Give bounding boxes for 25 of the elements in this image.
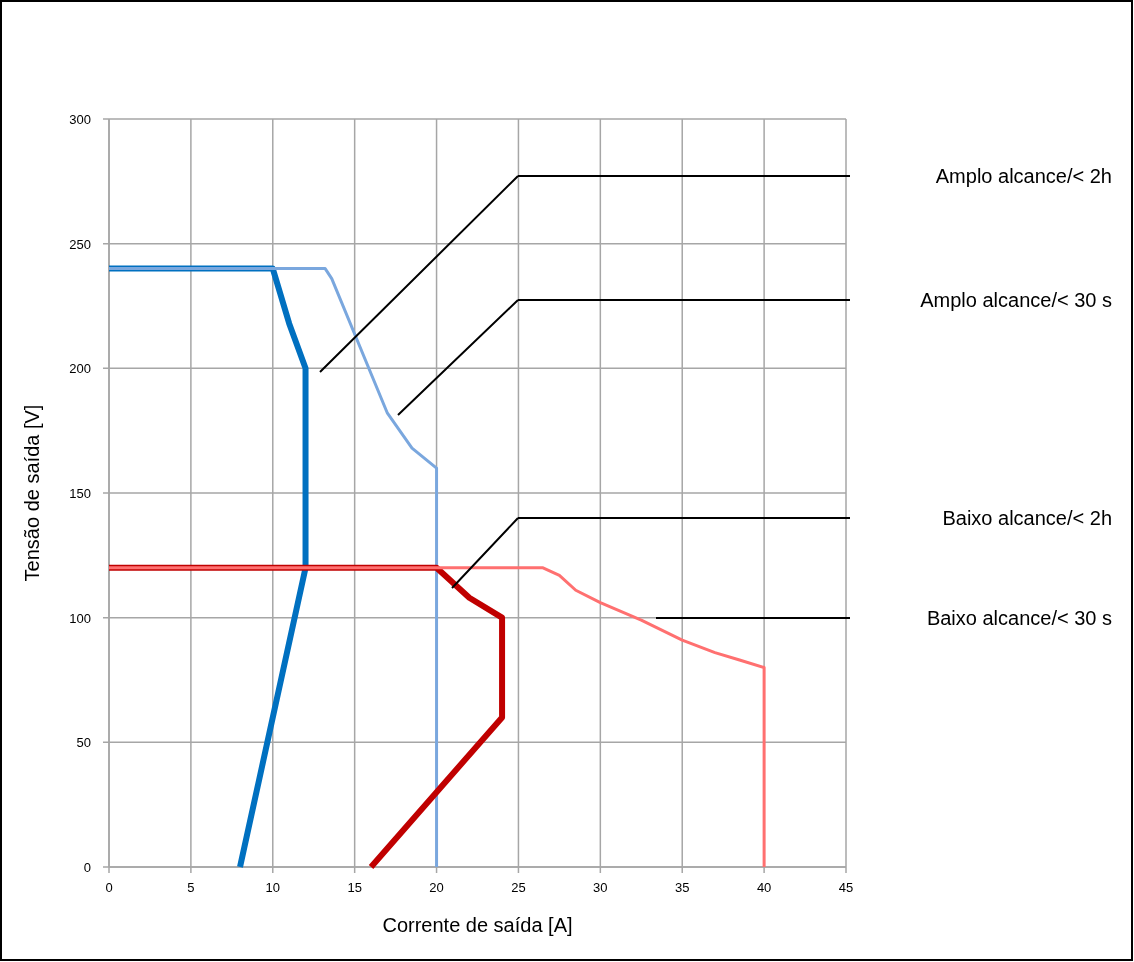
x-tick-label: 40 — [756, 880, 772, 895]
x-tick-label: 35 — [674, 880, 690, 895]
y-tick-label: 300 — [69, 112, 91, 127]
text: Baixo alcance/< 30 s — [926, 607, 1112, 629]
x-tick-label: 5 — [187, 880, 195, 895]
x-tick-label: 30 — [593, 880, 608, 895]
x-tick-label: 10 — [265, 880, 281, 895]
y-tick-label: 150 — [69, 486, 91, 501]
y-tick-label: 200 — [69, 361, 91, 377]
x-tick-label: 25 — [511, 880, 526, 895]
x-axis-title: Corrente de saída [A] — [382, 914, 573, 936]
x-tick-label: 20 — [429, 880, 444, 895]
x-tick-label: 45 — [838, 880, 854, 895]
text: Amplo alcance/< 2h — [935, 165, 1112, 187]
y-tick-label: 50 — [76, 735, 91, 751]
x-tick-label: 15 — [347, 880, 362, 895]
text: Baixo alcance/< 2h — [942, 507, 1112, 529]
y-axis-title: Tensão de saída [V] — [21, 404, 43, 582]
y-tick-label: 0 — [83, 860, 91, 875]
y-tick-label: 100 — [69, 610, 91, 626]
text: Amplo alcance/< 30 s — [920, 289, 1112, 311]
x-tick-label: 0 — [105, 880, 113, 895]
line-series — [107, 267, 439, 869]
line-series — [107, 566, 766, 869]
y-tick-label: 250 — [69, 236, 91, 252]
